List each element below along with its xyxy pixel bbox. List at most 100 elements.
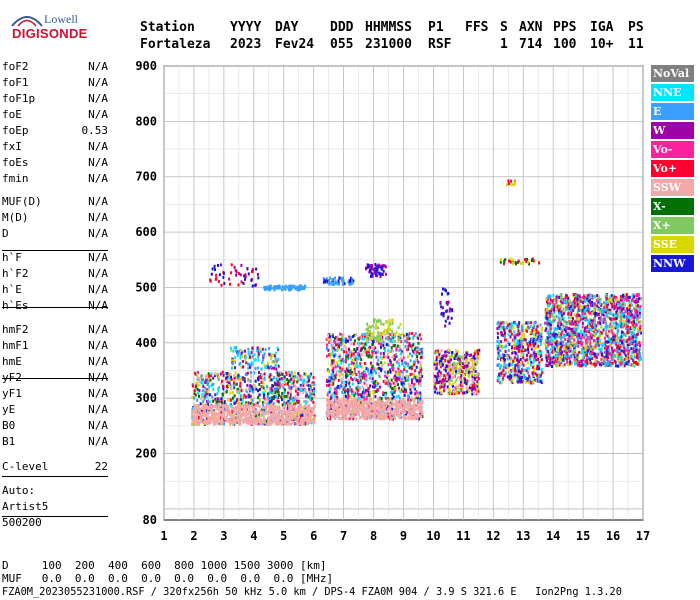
echo-point bbox=[362, 373, 365, 377]
echo-point bbox=[358, 375, 361, 379]
echo-point bbox=[518, 373, 521, 377]
echo-point bbox=[524, 348, 527, 352]
echo-point bbox=[363, 350, 366, 354]
echo-point bbox=[272, 417, 275, 421]
echo-point bbox=[339, 276, 342, 280]
echo-point bbox=[341, 283, 344, 286]
echo-point bbox=[504, 358, 506, 362]
echo-point bbox=[233, 394, 236, 398]
echo-point bbox=[375, 371, 377, 375]
echo-point bbox=[240, 389, 243, 393]
echo-point bbox=[395, 399, 398, 403]
echo-point bbox=[339, 337, 342, 341]
echo-point bbox=[356, 364, 359, 368]
echo-point bbox=[277, 285, 280, 289]
echo-point bbox=[510, 323, 512, 327]
echo-point bbox=[239, 422, 242, 426]
echo-point bbox=[332, 378, 334, 382]
echo-point bbox=[508, 343, 511, 346]
echo-point bbox=[209, 378, 212, 382]
echo-point bbox=[366, 322, 369, 326]
echo-point bbox=[192, 417, 195, 421]
param-name: B1 bbox=[2, 435, 16, 448]
echo-point bbox=[330, 376, 333, 380]
echo-point bbox=[250, 278, 253, 282]
echo-point bbox=[527, 325, 530, 329]
echo-point bbox=[219, 372, 222, 376]
echo-point bbox=[505, 321, 508, 325]
echo-point bbox=[416, 346, 419, 350]
echo-point bbox=[381, 416, 384, 420]
echo-point bbox=[368, 410, 371, 414]
echo-point bbox=[308, 375, 311, 379]
echo-point bbox=[384, 391, 387, 395]
echo-point bbox=[417, 341, 420, 345]
echo-point bbox=[412, 349, 414, 353]
echo-point bbox=[455, 378, 458, 382]
echo-point bbox=[271, 412, 274, 416]
echo-point bbox=[196, 404, 199, 408]
echo-point bbox=[215, 419, 218, 423]
echo-point bbox=[244, 373, 247, 376]
echo-point bbox=[381, 264, 384, 268]
echo-point bbox=[289, 390, 292, 394]
echo-point bbox=[510, 179, 513, 183]
echo-point bbox=[361, 344, 364, 347]
echo-point bbox=[386, 336, 389, 340]
echo-point bbox=[357, 341, 359, 345]
echo-point bbox=[470, 353, 472, 357]
echo-point bbox=[248, 405, 251, 409]
echo-point bbox=[346, 369, 349, 373]
echo-point bbox=[537, 351, 540, 355]
echo-point bbox=[246, 405, 249, 408]
echo-point bbox=[387, 363, 390, 367]
echo-point bbox=[377, 265, 380, 269]
echo-point bbox=[350, 403, 353, 407]
echo-point bbox=[326, 398, 328, 402]
echo-point bbox=[274, 364, 277, 368]
echo-point bbox=[513, 180, 516, 184]
echo-point bbox=[232, 418, 235, 421]
echo-point bbox=[364, 391, 366, 395]
echo-point bbox=[518, 339, 521, 343]
echo-point bbox=[407, 408, 410, 412]
echo-point bbox=[216, 397, 219, 401]
echo-point bbox=[345, 367, 348, 371]
echo-point bbox=[527, 351, 530, 355]
echo-point bbox=[472, 368, 475, 372]
echo-point bbox=[341, 416, 344, 420]
echo-point bbox=[256, 419, 259, 423]
echo-point bbox=[346, 357, 349, 361]
echo-point bbox=[437, 381, 440, 384]
echo-point bbox=[557, 316, 560, 320]
echo-point bbox=[393, 408, 396, 411]
param-row-yf2: yF2 N/A bbox=[2, 371, 108, 387]
echo-point bbox=[301, 381, 304, 385]
echo-point bbox=[511, 351, 514, 355]
param-divider bbox=[2, 476, 108, 477]
echo-point bbox=[471, 358, 474, 362]
echo-point bbox=[401, 387, 404, 391]
echo-point bbox=[207, 387, 210, 391]
echo-point bbox=[471, 384, 474, 387]
echo-point bbox=[517, 369, 520, 373]
echo-point bbox=[536, 324, 539, 328]
echo-point bbox=[473, 392, 476, 396]
echo-point bbox=[273, 366, 276, 370]
echo-point bbox=[255, 411, 258, 415]
echo-point bbox=[230, 413, 232, 417]
echo-point bbox=[269, 419, 272, 423]
echo-point bbox=[243, 420, 246, 424]
echo-point bbox=[263, 352, 266, 356]
echo-point bbox=[419, 402, 422, 406]
echo-point bbox=[276, 412, 279, 416]
echo-point bbox=[218, 420, 221, 424]
echo-point bbox=[258, 375, 261, 379]
echo-point bbox=[435, 355, 438, 359]
echo-point bbox=[236, 411, 239, 415]
echo-point bbox=[249, 364, 252, 368]
echo-point bbox=[368, 353, 371, 357]
echo-point bbox=[532, 344, 535, 348]
echo-point bbox=[367, 393, 370, 397]
echo-point bbox=[248, 363, 251, 366]
